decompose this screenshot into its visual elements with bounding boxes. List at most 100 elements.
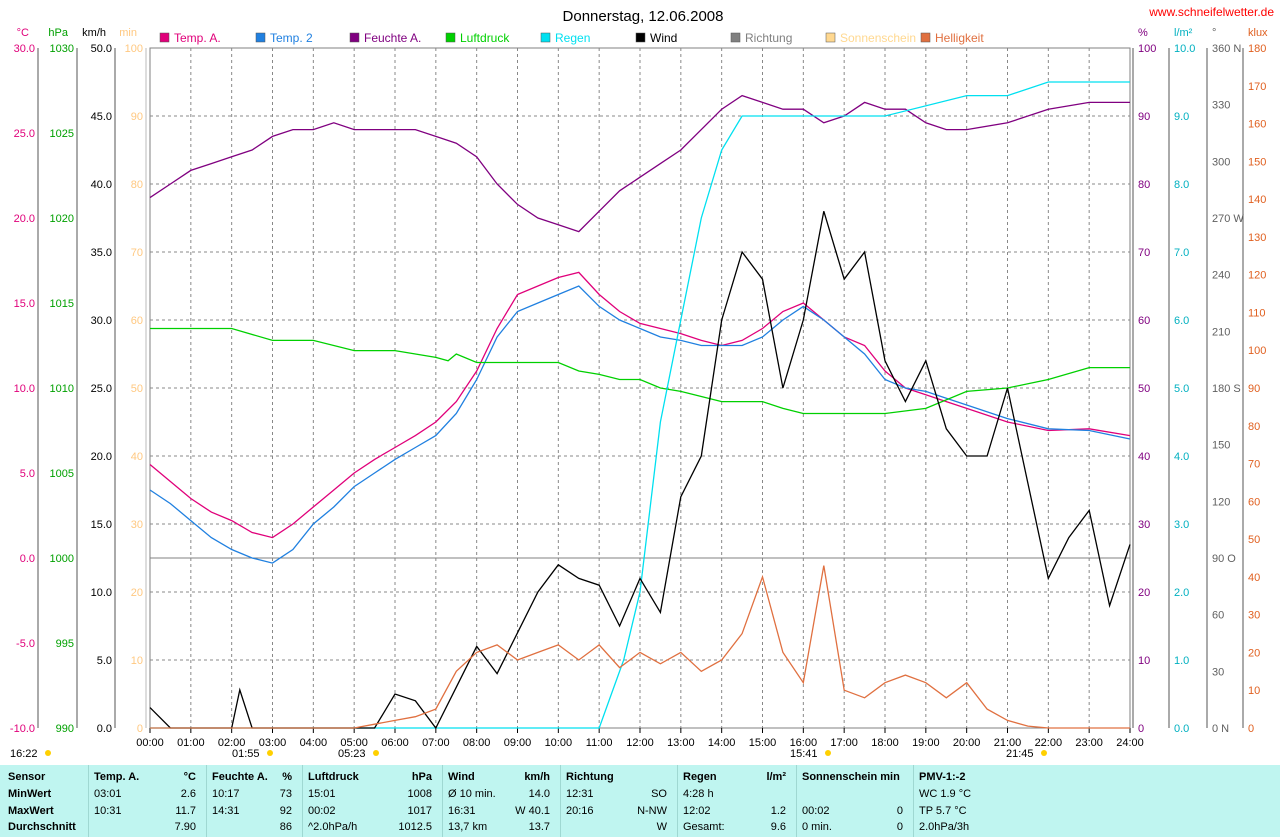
stats-column-unit: km/h (524, 771, 550, 783)
sun-time-label: 16:22 (10, 748, 38, 760)
x-tick-label: 03:00 (259, 737, 287, 749)
statistics-panel: Sensor MinWert MaxWert Durchschnitt Temp. A.… (0, 765, 1280, 837)
stats-cell-value: 14.0 (528, 788, 550, 800)
x-tick-label: 13:00 (667, 737, 695, 749)
axis-tick-label: 40.0 (91, 179, 112, 191)
legend-item-1: Temp. 2 (255, 31, 313, 45)
stats-cell-value: 1.2 (770, 805, 786, 817)
left-axis-1: hPa 1030 1025 1020 1015 1010 1005 1000 995 990 (48, 27, 78, 735)
website-label[interactable]: www.schneifelwetter.de (1148, 5, 1274, 19)
axis-tick-label: 180 S (1212, 383, 1241, 395)
weather-chart: Donnerstag, 12.06.2008 www.schneifelwett… (10, 5, 1274, 760)
axis-tick-label: 6.0 (1174, 315, 1189, 327)
x-tick-label: 01:00 (177, 737, 205, 749)
x-tick-label: 08:00 (463, 737, 491, 749)
series-line-wind (149, 211, 1131, 730)
stats-cell-label: ^2.0hPa/h (308, 821, 358, 833)
stats-column-separator (88, 765, 89, 837)
stats-cell-value: 0 (896, 821, 903, 833)
axis-tick-label: 40 (1248, 572, 1260, 584)
legend-swatch (159, 32, 170, 43)
axis-tick-label: 50 (1138, 383, 1150, 395)
stats-cell-value: N-NW (637, 805, 667, 817)
axis-tick-label: 270 W (1212, 213, 1244, 225)
legend-item-4: Regen (540, 31, 590, 45)
stats-row-label: Durchschnitt (8, 821, 76, 833)
stats-cell-label: 2.0hPa/3h (919, 821, 970, 833)
stats-cell-label: 12:31 (566, 788, 594, 800)
axis-tick-label: 10.0 (14, 383, 35, 395)
stats-cell-value: 0 (896, 805, 903, 817)
x-tick-label: 15:00 (749, 737, 777, 749)
x-tick-label: 24:00 (1116, 737, 1144, 749)
x-tick-label: 05:00 (340, 737, 368, 749)
axis-tick-label: 5.0 (20, 468, 35, 480)
right-axis-2: ° 360 N 330 300 270 W 240 210 180 S 150 120 90 O 60… (1206, 27, 1244, 735)
stats-cell-label: 16:31 (448, 805, 476, 817)
legend-label: Temp. 2 (270, 31, 313, 45)
legend-swatch (255, 32, 266, 43)
axis-tick-label: 180 (1248, 43, 1266, 55)
stats-cell-value: W 40.1 (515, 805, 550, 817)
axis-tick-label: 40 (1138, 451, 1150, 463)
legend-label: Luftdruck (460, 31, 510, 45)
axis-tick-label: 10.0 (1174, 43, 1195, 55)
axis-tick-label: 8.0 (1174, 179, 1189, 191)
legend-label: Sonnenschein (840, 31, 916, 45)
legend-swatch (635, 32, 646, 43)
axis-tick-label: 90 (1138, 111, 1150, 123)
stats-cell-value: 9.6 (770, 821, 786, 833)
axis-tick-label: 0.0 (20, 553, 35, 565)
axis-tick-label: 50 (131, 383, 143, 395)
stats-cell-value: 86 (279, 821, 292, 833)
stats-column-title: Feuchte A. (212, 771, 268, 783)
legend: Temp. A. Temp. 2 Feuchte A. Luftdruck Regen W… (159, 31, 984, 45)
axis-tick-label: 15.0 (14, 298, 35, 310)
axis-tick-label: 20 (131, 587, 143, 599)
axis-tick-label: 90 (131, 111, 143, 123)
x-tick-label: 11:00 (586, 737, 613, 749)
left-axis-0: °C 30.0 25.0 20.0 15.0 10.0 5.0 0.0 -5.0 -10.0 (10, 27, 39, 735)
axis-tick-label: 90 O (1212, 553, 1236, 565)
series-line-regen (150, 81, 1130, 729)
axis-tick-label: 120 (1212, 496, 1230, 508)
stats-column-unit: % (282, 771, 292, 783)
axis-tick-label: 0.0 (97, 723, 112, 735)
x-tick-label: 00:00 (136, 737, 164, 749)
stats-column-title: Wind (448, 771, 475, 783)
stats-column-title: Sonnenschein min (802, 771, 900, 783)
stats-cell-label: 0 min. (802, 821, 832, 833)
axis-tick-label: 170 (1248, 81, 1266, 93)
stats-column-unit: °C (183, 771, 196, 783)
stats-column-separator (206, 765, 207, 837)
stats-cell-label: 03:01 (94, 788, 122, 800)
legend-label: Regen (555, 31, 590, 45)
x-tick-label: 09:00 (504, 737, 532, 749)
stats-column-separator (796, 765, 797, 837)
sun-icon (825, 750, 831, 756)
axis-tick-label: 2.0 (1174, 587, 1189, 599)
stats-cell-value: SO (651, 788, 667, 800)
x-tick-label: 20:00 (953, 737, 981, 749)
legend-label: Temp. A. (174, 31, 221, 45)
stats-cell-value: 92 (279, 805, 292, 817)
axis-tick-label: 60 (1212, 610, 1224, 622)
axis-unit: °C (17, 27, 29, 39)
axis-tick-label: 80 (1138, 179, 1150, 191)
stats-column-unit: l/m² (766, 771, 786, 783)
stats-cell-label: 14:31 (212, 805, 240, 817)
axis-tick-label: 70 (1138, 247, 1150, 259)
axis-tick-label: 0 (1248, 723, 1254, 735)
chart-title: Donnerstag, 12.06.2008 (563, 8, 724, 25)
x-tick-label: 16:00 (790, 737, 818, 749)
right-axis-1: l/m² 10.0 9.0 8.0 7.0 6.0 5.0 4.0 3.0 2.0 1.0 0.0 (1168, 27, 1195, 735)
axis-tick-label: 30.0 (14, 43, 35, 55)
legend-label: Feuchte A. (364, 31, 421, 45)
stats-cell-label: Ø 10 min. (448, 788, 496, 800)
axis-tick-label: 1005 (50, 468, 74, 480)
axes: 00:00 01:00 02:00 03:00 04:00 05:00 06:00 07:00… (10, 27, 1268, 760)
axis-tick-label: 150 (1212, 440, 1230, 452)
axis-tick-label: 5.0 (1174, 383, 1189, 395)
axis-tick-label: 20.0 (14, 213, 35, 225)
